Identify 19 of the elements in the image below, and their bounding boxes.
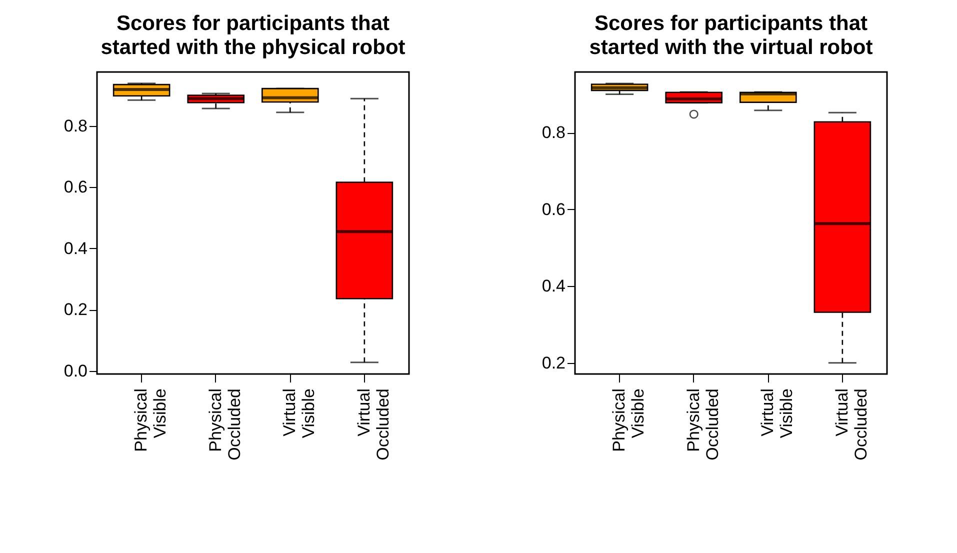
x-tick-label: Virtual Occluded xyxy=(354,388,392,460)
y-tick-label: 0.0 xyxy=(64,361,88,380)
x-tick-label: Virtual Visible xyxy=(758,388,796,438)
y-tick-label: 0.8 xyxy=(64,116,88,136)
x-tick-label: Physical Visible xyxy=(132,388,170,452)
y-tick-label: 0.6 xyxy=(542,200,566,219)
x-tick-label: Physical Visible xyxy=(610,388,648,452)
y-tick-label: 0.4 xyxy=(64,238,88,258)
y-tick-label: 0.6 xyxy=(64,178,88,197)
x-tick-label: Virtual Visible xyxy=(280,388,318,438)
y-tick-label: 0.8 xyxy=(542,123,566,142)
chart-title: Scores for participants that started with the virtual robot xyxy=(589,12,873,59)
chart-title: Scores for participants that started with the physical robot xyxy=(100,12,406,59)
y-tick-label: 0.2 xyxy=(542,353,566,372)
y-tick-label: 0.2 xyxy=(64,300,88,320)
y-tick-label: 0.4 xyxy=(542,276,566,296)
x-tick-label: Physical Occluded xyxy=(684,388,722,460)
x-tick-label: Virtual Occluded xyxy=(832,388,870,460)
x-tick-label: Physical Occluded xyxy=(206,388,244,460)
